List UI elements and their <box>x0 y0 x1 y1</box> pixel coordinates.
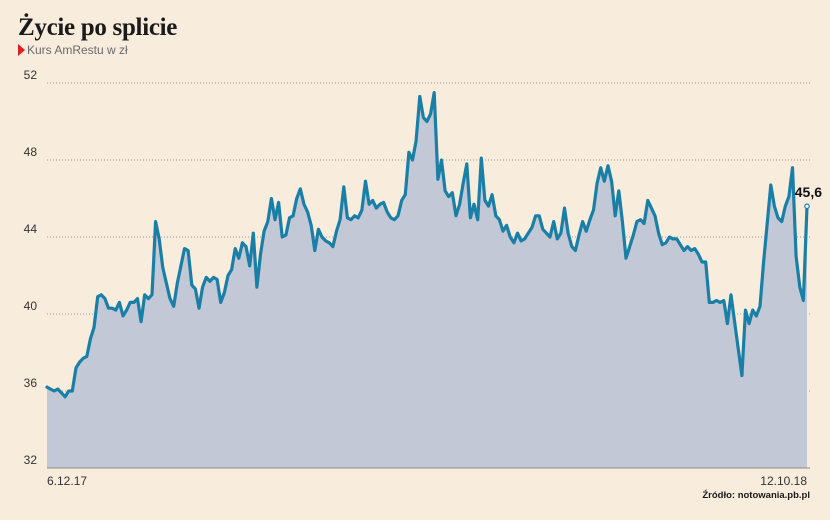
price-line <box>45 90 809 399</box>
x-tick-label: 12.10.18 <box>760 474 807 488</box>
source-note: Źródło: notowania.pb.pl <box>702 490 810 501</box>
y-tick-label: 32 <box>24 453 38 467</box>
subtitle-text: Kurs AmRestu w zł <box>27 43 128 57</box>
chart-subtitle: Kurs AmRestu w zł <box>18 43 128 57</box>
y-tick-label: 48 <box>24 145 38 159</box>
chart-title: Życie po splicie <box>18 14 178 41</box>
red-triangle-marker-icon <box>18 44 25 56</box>
y-tick-label: 52 <box>24 68 38 82</box>
y-tick-label: 44 <box>24 222 38 236</box>
price-area <box>47 92 807 468</box>
y-tick-label: 36 <box>24 376 38 390</box>
x-tick-label: 6.12.17 <box>47 474 87 488</box>
last-value-label: 45,6 <box>795 184 822 200</box>
last-point-marker <box>804 203 810 210</box>
y-tick-label: 40 <box>24 299 38 313</box>
